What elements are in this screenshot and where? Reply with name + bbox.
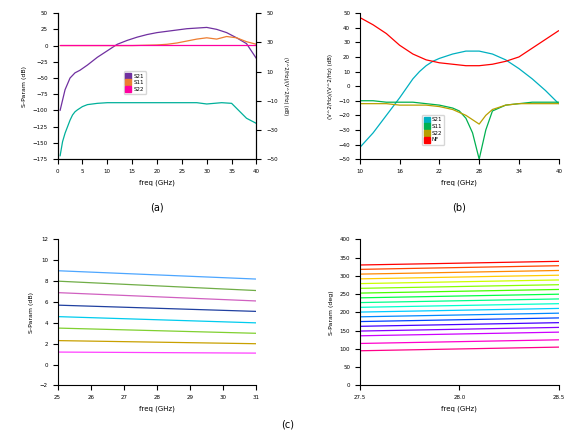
Y-axis label: S-Param (dB): S-Param (dB) xyxy=(22,66,27,106)
Text: (a): (a) xyxy=(150,203,164,213)
X-axis label: freq (GHz): freq (GHz) xyxy=(441,180,478,186)
Y-axis label: S-Param (dB): S-Param (dB) xyxy=(29,292,34,333)
Y-axis label: (V^2/Hz)/(V^2/Hz) (dB): (V^2/Hz)/(V^2/Hz) (dB) xyxy=(282,57,287,115)
X-axis label: freq (GHz): freq (GHz) xyxy=(441,406,478,412)
Text: (b): (b) xyxy=(452,203,466,213)
Y-axis label: (V^2/Hz)/(V^2/Hz) (dB): (V^2/Hz)/(V^2/Hz) (dB) xyxy=(328,53,333,119)
Legend: S21, S11, S22, NF: S21, S11, S22, NF xyxy=(422,115,445,145)
Y-axis label: S-Param (deg): S-Param (deg) xyxy=(329,290,334,335)
Text: (c): (c) xyxy=(282,419,294,429)
X-axis label: freq (GHz): freq (GHz) xyxy=(139,180,175,186)
X-axis label: freq (GHz): freq (GHz) xyxy=(139,406,175,412)
Legend: S21, S11, S22: S21, S11, S22 xyxy=(124,71,146,94)
